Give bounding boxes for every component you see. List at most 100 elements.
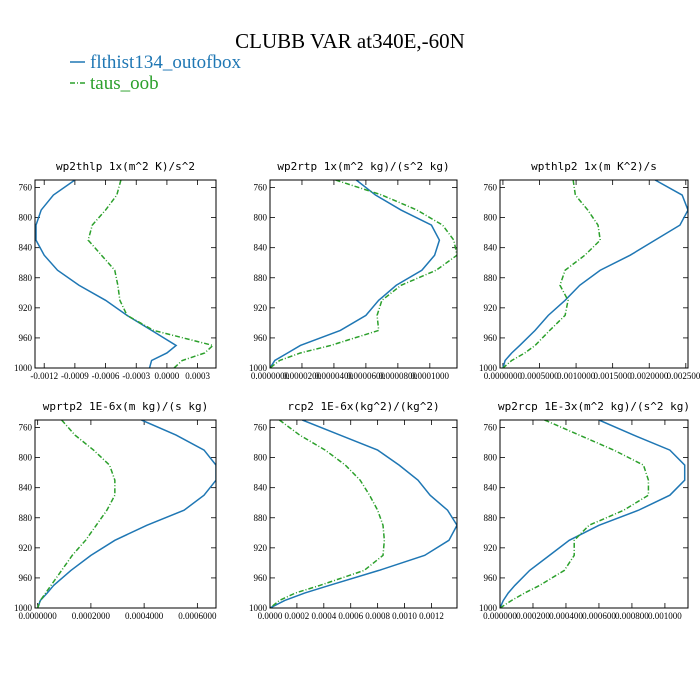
x-tick-label: 0.0000400 <box>315 371 354 381</box>
x-tick-label: -0.0003 <box>122 371 150 381</box>
y-tick-label: 920 <box>19 303 33 313</box>
y-tick-label: 800 <box>254 213 268 223</box>
x-tick-label: -0.0006 <box>92 371 120 381</box>
series-line <box>270 420 386 608</box>
series-line <box>500 420 650 608</box>
y-tick-label: 1000 <box>479 363 498 373</box>
x-tick-label: 0.0000 <box>258 611 283 621</box>
y-tick-label: 840 <box>254 243 268 253</box>
y-tick-label: 760 <box>254 183 268 193</box>
y-tick-label: 760 <box>484 423 498 433</box>
plot-frame <box>34 179 217 369</box>
y-tick-label: 840 <box>484 243 498 253</box>
panel-title: wp2rtp 1x(m^2 kg)/(s^2 kg) <box>277 160 449 173</box>
x-tick-label: -0.0009 <box>61 371 89 381</box>
series-line <box>270 180 457 368</box>
y-tick-label: 840 <box>19 483 33 493</box>
y-tick-label: 800 <box>19 453 33 463</box>
y-tick-label: 800 <box>484 213 498 223</box>
legend-label: flthist134_outofbox <box>90 52 241 73</box>
legend-label: taus_oob <box>90 73 159 94</box>
y-tick-label: 960 <box>254 573 268 583</box>
y-tick-label: 1000 <box>14 363 33 373</box>
x-tick-label: 0.000800 <box>615 611 649 621</box>
x-tick-label: 0.0010000 <box>557 371 596 381</box>
y-tick-label: 1000 <box>14 603 33 613</box>
x-tick-label: 0.0006000 <box>178 611 217 621</box>
x-tick-label: 0.0000800 <box>379 371 418 381</box>
x-tick-label: 0.0005000 <box>520 371 559 381</box>
series-line <box>270 180 441 368</box>
y-tick-label: 760 <box>19 423 33 433</box>
x-tick-label: 0.0012 <box>419 611 444 621</box>
y-tick-label: 760 <box>254 423 268 433</box>
x-tick-label: 0.0006 <box>338 611 363 621</box>
panel-title: wp2rcp 1E-3x(m^2 kg)/(s^2 kg) <box>498 400 690 413</box>
y-tick-label: 800 <box>484 453 498 463</box>
plot-frame <box>269 419 458 609</box>
y-tick-label: 920 <box>254 543 268 553</box>
y-tick-label: 880 <box>254 513 268 523</box>
y-tick-label: 960 <box>19 333 33 343</box>
y-tick-label: 880 <box>484 273 498 283</box>
x-tick-label: -0.0012 <box>30 371 58 381</box>
y-tick-label: 800 <box>19 213 33 223</box>
series-line <box>35 180 178 368</box>
y-tick-label: 880 <box>484 513 498 523</box>
panel-title: wpthlp2 1x(m K^2)/s <box>531 160 657 173</box>
x-tick-label: 0.0000200 <box>283 371 322 381</box>
plot-frame <box>499 179 689 369</box>
x-tick-label: 0.000600 <box>582 611 616 621</box>
y-tick-label: 920 <box>254 303 268 313</box>
series-line <box>36 420 116 608</box>
x-tick-label: 0.0025000 <box>667 371 700 381</box>
y-tick-label: 840 <box>484 483 498 493</box>
y-tick-label: 1000 <box>479 603 498 613</box>
x-tick-label: 0.0015000 <box>594 371 633 381</box>
x-tick-label: 0.000400 <box>549 611 583 621</box>
x-tick-label: 0.0000000 <box>19 611 58 621</box>
panel-title: rcp2 1E-6x(kg^2)/(kg^2) <box>287 400 439 413</box>
x-tick-label: 0.0000000 <box>251 371 290 381</box>
panel-title: wp2thlp 1x(m^2 K)/s^2 <box>56 160 195 173</box>
y-tick-label: 760 <box>19 183 33 193</box>
x-tick-label: 0.0004 <box>311 611 336 621</box>
x-tick-label: 0.001000 <box>648 611 682 621</box>
series-line <box>36 420 216 608</box>
x-tick-label: 0.0000600 <box>347 371 386 381</box>
plot-frame <box>34 419 217 609</box>
x-tick-label: 0.0003 <box>185 371 210 381</box>
y-tick-label: 1000 <box>249 363 268 373</box>
y-tick-label: 800 <box>254 453 268 463</box>
x-tick-label: 0.0002 <box>285 611 310 621</box>
plot-frame <box>269 179 458 369</box>
x-tick-label: 0.000000 <box>483 611 517 621</box>
x-tick-label: 0.0008 <box>365 611 390 621</box>
y-tick-label: 920 <box>484 303 498 313</box>
y-tick-label: 920 <box>19 543 33 553</box>
y-tick-label: 1000 <box>249 603 268 613</box>
x-tick-label: 0.000200 <box>516 611 550 621</box>
plot-frame <box>499 419 689 609</box>
y-tick-label: 920 <box>484 543 498 553</box>
y-tick-label: 960 <box>254 333 268 343</box>
y-tick-label: 840 <box>254 483 268 493</box>
series-line <box>502 180 602 368</box>
x-tick-label: 0.0000000 <box>484 371 523 381</box>
y-tick-label: 960 <box>484 333 498 343</box>
series-line <box>87 180 215 368</box>
y-tick-label: 880 <box>19 273 33 283</box>
y-tick-label: 960 <box>484 573 498 583</box>
panel-title: wprtp2 1E-6x(m kg)/(s kg) <box>43 400 209 413</box>
x-tick-label: 0.0002000 <box>72 611 111 621</box>
series-line <box>270 420 457 608</box>
y-tick-label: 880 <box>19 513 33 523</box>
series-line <box>502 180 688 368</box>
y-tick-label: 880 <box>254 273 268 283</box>
y-tick-label: 760 <box>484 183 498 193</box>
figure-title: CLUBB VAR at340E,-60N <box>235 29 465 53</box>
x-tick-label: 0.0001000 <box>411 371 450 381</box>
y-tick-label: 960 <box>19 573 33 583</box>
y-tick-label: 840 <box>19 243 33 253</box>
